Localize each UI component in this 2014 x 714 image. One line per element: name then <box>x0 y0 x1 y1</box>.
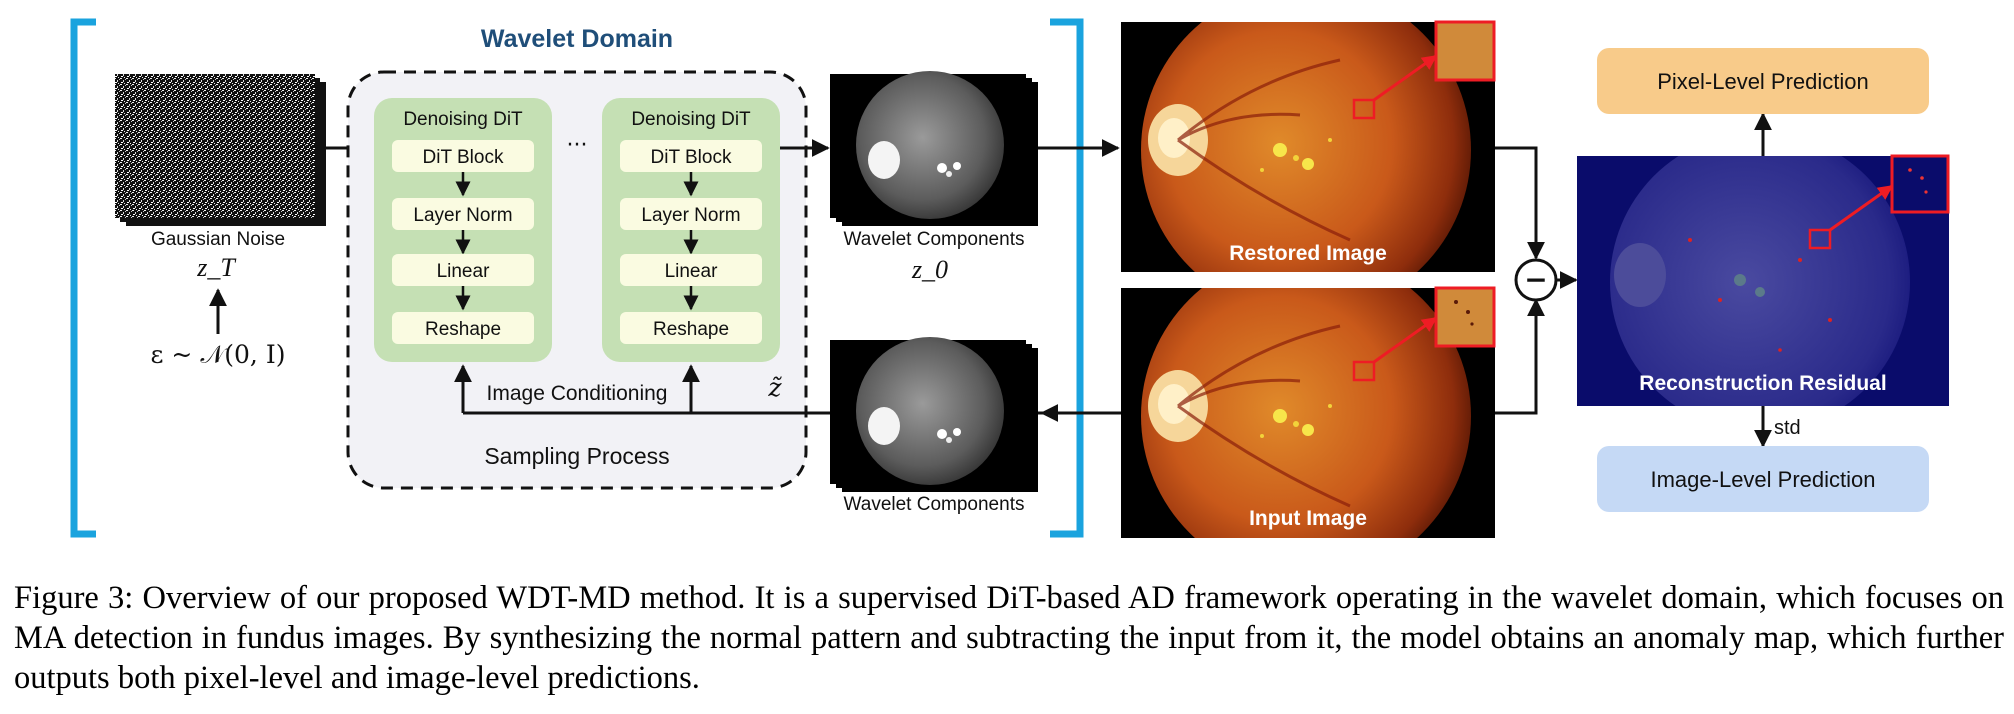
ellipsis: ··· <box>567 133 588 158</box>
residual-label: Reconstruction Residual <box>1639 372 1886 395</box>
denoising-dit-1: Denoising DiT DiT Block Layer Norm Linea… <box>374 98 552 362</box>
dit-1-layer-layer-norm: Layer Norm <box>413 205 512 226</box>
pixel-level-prediction-box <box>1597 48 1929 114</box>
wavelet-components-top-image <box>830 71 1038 226</box>
epsilon-distribution: ε ~ 𝒩(0, I) <box>151 340 286 369</box>
residual-zoom-inset <box>1890 154 1950 214</box>
pixel-level-prediction-label: Pixel-Level Prediction <box>1657 69 1869 94</box>
wavelet-components-bottom-image <box>830 337 1038 492</box>
wavelet-domain-left-bracket <box>70 18 96 538</box>
image-level-prediction-label: Image-Level Prediction <box>1650 467 1875 492</box>
denoising-dit-2: Denoising DiT DiT Block Layer Norm Linea… <box>602 98 780 362</box>
z-t-symbol: z_T <box>196 253 236 282</box>
z-0-symbol: z_0 <box>911 255 948 284</box>
gaussian-noise-image <box>115 74 326 226</box>
input-zoom-inset <box>1434 286 1496 348</box>
dit-2-layer-linear: Linear <box>665 261 718 282</box>
wavelet-domain-title: Wavelet Domain <box>481 25 673 53</box>
wavelet-components-top-label: Wavelet Components <box>844 229 1025 250</box>
image-level-prediction-box <box>1597 446 1929 512</box>
dit-1-title: Denoising DiT <box>403 109 523 130</box>
std-label: std <box>1774 417 1801 439</box>
dit-1-layer-dit-block: DiT Block <box>423 147 504 168</box>
restored-image <box>1121 22 1495 272</box>
subtract-symbol: − <box>1524 263 1547 296</box>
z-tilde-symbol: z̃ <box>767 373 782 402</box>
residual-zoom-roi <box>1808 228 1832 250</box>
wavelet-domain-right-bracket <box>1050 18 1084 538</box>
wavelet-components-bottom-label: Wavelet Components <box>844 494 1025 515</box>
restored-image-label: Restored Image <box>1229 242 1387 265</box>
gaussian-noise-label: Gaussian Noise <box>151 229 285 250</box>
dit-2-layer-dit-block: DiT Block <box>651 147 732 168</box>
dit-2-layer-layer-norm: Layer Norm <box>641 205 740 226</box>
input-to-subtract-line <box>1495 298 1545 415</box>
dit-2-title: Denoising DiT <box>631 109 751 130</box>
figure-caption: Figure 3: Overview of our proposed WDT-M… <box>14 580 2004 696</box>
input-zoom-roi <box>1352 360 1376 382</box>
input-image-label: Input Image <box>1249 507 1367 530</box>
image-conditioning-label: Image Conditioning <box>487 382 668 405</box>
dit-1-layer-linear: Linear <box>437 261 490 282</box>
dit-2-layer-reshape: Reshape <box>653 319 729 340</box>
sampling-process-label: Sampling Process <box>484 443 669 469</box>
restored-to-subtract-line <box>1495 146 1545 260</box>
restored-zoom-roi <box>1352 98 1376 120</box>
restored-zoom-inset <box>1434 20 1496 82</box>
dit-1-layer-reshape: Reshape <box>425 319 501 340</box>
